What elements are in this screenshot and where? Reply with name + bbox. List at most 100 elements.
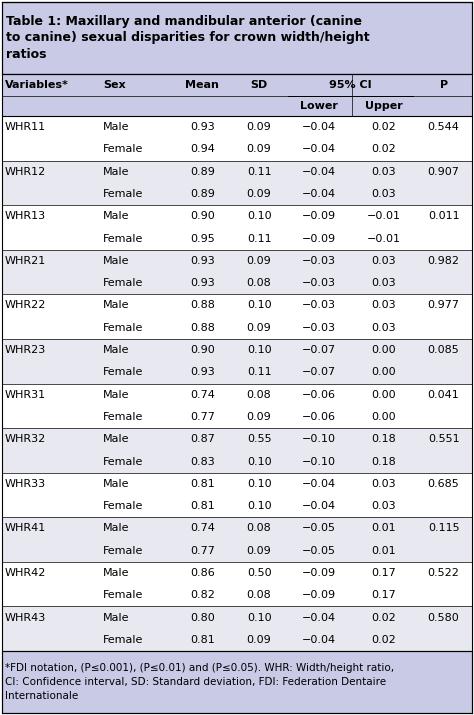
Text: 0.907: 0.907: [428, 167, 460, 177]
Text: Male: Male: [103, 300, 129, 310]
Text: 0.01: 0.01: [371, 523, 396, 533]
Text: WHR41: WHR41: [5, 523, 46, 533]
Text: 0.10: 0.10: [247, 479, 272, 489]
Text: Upper: Upper: [365, 101, 402, 111]
Text: Sex: Sex: [103, 80, 126, 90]
Text: Male: Male: [103, 167, 129, 177]
Text: Female: Female: [103, 322, 143, 332]
Text: 0.11: 0.11: [247, 167, 272, 177]
Bar: [2, 161, 472, 183]
Text: 0.085: 0.085: [428, 345, 459, 355]
Text: 0.89: 0.89: [190, 189, 215, 199]
Bar: [2, 517, 472, 540]
Text: Female: Female: [103, 234, 143, 244]
Text: 0.09: 0.09: [246, 635, 272, 645]
Text: 0.10: 0.10: [247, 300, 272, 310]
Text: 0.81: 0.81: [190, 479, 215, 489]
Text: −0.03: −0.03: [302, 300, 336, 310]
Text: −0.04: −0.04: [302, 501, 336, 511]
Text: 0.81: 0.81: [190, 635, 215, 645]
Bar: [2, 138, 472, 161]
Bar: [2, 473, 472, 495]
Text: WHR13: WHR13: [5, 212, 46, 222]
Text: 0.88: 0.88: [190, 300, 215, 310]
Text: 0.10: 0.10: [247, 212, 272, 222]
Text: 0.00: 0.00: [371, 390, 396, 400]
Text: Male: Male: [103, 256, 129, 266]
Text: −0.01: −0.01: [367, 212, 401, 222]
Text: 0.90: 0.90: [190, 345, 215, 355]
Text: 0.09: 0.09: [246, 144, 272, 154]
Text: *FDI notation, (P≤0.001), (P≤0.01) and (P≤0.05). WHR: Width/height ratio,
CI: Co: *FDI notation, (P≤0.001), (P≤0.01) and (…: [5, 663, 394, 701]
Bar: [2, 540, 472, 562]
Text: Female: Female: [103, 591, 143, 601]
Text: Female: Female: [103, 189, 143, 199]
Text: Male: Male: [103, 212, 129, 222]
Text: −0.05: −0.05: [302, 523, 336, 533]
Text: −0.03: −0.03: [302, 278, 336, 288]
Text: −0.01: −0.01: [367, 234, 401, 244]
Text: 0.83: 0.83: [190, 456, 215, 466]
Bar: [2, 205, 472, 227]
Text: Male: Male: [103, 390, 129, 400]
Text: 0.18: 0.18: [371, 434, 396, 444]
Text: 0.02: 0.02: [371, 144, 396, 154]
Text: 0.09: 0.09: [246, 189, 272, 199]
Bar: [2, 272, 472, 295]
Bar: [2, 584, 472, 606]
Text: Female: Female: [103, 144, 143, 154]
Bar: [2, 116, 472, 138]
Text: −0.06: −0.06: [302, 390, 336, 400]
Text: 0.10: 0.10: [247, 613, 272, 623]
Text: Male: Male: [103, 523, 129, 533]
Text: −0.04: −0.04: [302, 635, 336, 645]
Text: WHR22: WHR22: [5, 300, 46, 310]
Text: 0.09: 0.09: [246, 546, 272, 556]
Bar: [2, 295, 472, 317]
Text: 0.03: 0.03: [371, 256, 396, 266]
Text: 0.18: 0.18: [371, 456, 396, 466]
Text: Female: Female: [103, 501, 143, 511]
Text: P: P: [439, 80, 447, 90]
Text: 0.03: 0.03: [371, 322, 396, 332]
Text: 0.10: 0.10: [247, 501, 272, 511]
Text: 0.00: 0.00: [371, 412, 396, 422]
Bar: [2, 2, 472, 74]
Text: 0.01: 0.01: [371, 546, 396, 556]
Text: −0.09: −0.09: [302, 568, 336, 578]
Text: Table 1: Maxillary and mandibular anterior (canine
to canine) sexual disparities: Table 1: Maxillary and mandibular anteri…: [6, 14, 370, 61]
Bar: [2, 74, 472, 96]
Text: −0.05: −0.05: [302, 546, 336, 556]
Text: 0.08: 0.08: [246, 591, 272, 601]
Text: 0.90: 0.90: [190, 212, 215, 222]
Bar: [2, 339, 472, 361]
Text: 0.03: 0.03: [371, 278, 396, 288]
Text: Male: Male: [103, 613, 129, 623]
Bar: [2, 428, 472, 450]
Text: −0.10: −0.10: [302, 456, 336, 466]
Text: 0.82: 0.82: [190, 591, 215, 601]
Text: 0.93: 0.93: [190, 256, 215, 266]
Text: Female: Female: [103, 635, 143, 645]
Bar: [2, 227, 472, 250]
Text: WHR33: WHR33: [5, 479, 46, 489]
Text: WHR23: WHR23: [5, 345, 46, 355]
Text: WHR21: WHR21: [5, 256, 46, 266]
Text: 0.03: 0.03: [371, 300, 396, 310]
Text: −0.06: −0.06: [302, 412, 336, 422]
Text: 0.09: 0.09: [246, 412, 272, 422]
Text: 0.80: 0.80: [190, 613, 215, 623]
Text: 0.17: 0.17: [371, 591, 396, 601]
Text: 0.11: 0.11: [247, 368, 272, 378]
Bar: [2, 317, 472, 339]
Text: 0.93: 0.93: [190, 368, 215, 378]
Text: 0.03: 0.03: [371, 189, 396, 199]
Text: 0.685: 0.685: [428, 479, 459, 489]
Text: −0.03: −0.03: [302, 322, 336, 332]
Text: 0.94: 0.94: [190, 144, 215, 154]
Text: 0.87: 0.87: [190, 434, 215, 444]
Bar: [2, 96, 472, 116]
Text: WHR43: WHR43: [5, 613, 46, 623]
Text: 0.74: 0.74: [190, 390, 215, 400]
Bar: [2, 628, 472, 651]
